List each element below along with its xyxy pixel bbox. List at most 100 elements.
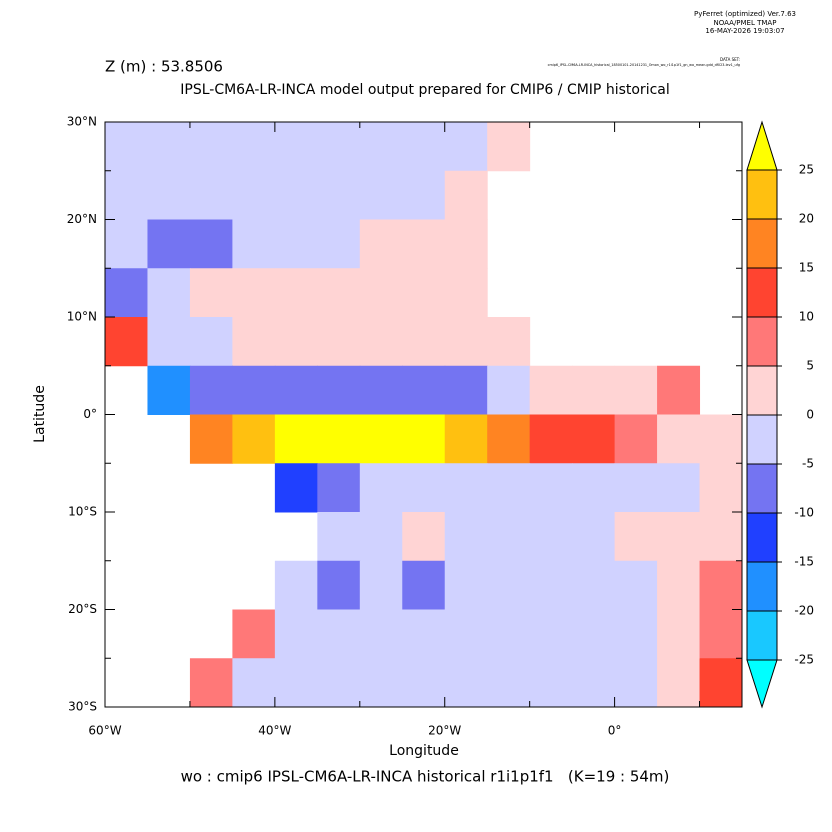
grid-cell — [487, 414, 531, 464]
colorbar-segment — [746, 463, 778, 514]
grid-cell — [359, 658, 403, 708]
grid-cell — [572, 414, 616, 464]
grid-cell — [614, 463, 658, 513]
grid-cell — [274, 219, 318, 269]
grid-cell — [105, 170, 148, 220]
grid-cell — [657, 512, 701, 562]
colorbar-label: -10 — [794, 506, 814, 520]
chart-title: Z (m) : 53.8506 — [105, 58, 223, 76]
grid-cell — [147, 122, 191, 172]
grid-cell — [359, 268, 403, 318]
dataset: cmip6_IPSL-CM6A-LR-INCA_historical_18500… — [548, 63, 740, 67]
colorbar-segment — [746, 414, 778, 465]
grid-cell — [317, 609, 361, 659]
grid-cell — [147, 317, 191, 367]
grid-cell — [614, 560, 658, 610]
grid-cell — [402, 414, 446, 464]
grid-cell — [317, 268, 361, 318]
colorbar-label: -15 — [794, 555, 814, 569]
grid-cell — [529, 658, 573, 708]
grid-cell — [402, 122, 446, 172]
grid-cell — [529, 463, 573, 513]
grid-cell — [699, 658, 743, 708]
grid-cell — [402, 268, 446, 318]
grid-cell — [317, 365, 361, 415]
y-axis-label: Latitude — [32, 385, 48, 443]
grid-cell — [317, 317, 361, 367]
colorbar-segment — [746, 365, 778, 416]
grid-cell — [487, 317, 531, 367]
grid-cell — [359, 122, 403, 172]
grid-cell — [699, 414, 743, 464]
grid-cell — [317, 414, 361, 464]
grid-cell — [444, 463, 488, 513]
grid-cell — [657, 609, 701, 659]
grid-cell — [359, 170, 403, 220]
grid-cell — [232, 268, 276, 318]
grid-cell — [317, 658, 361, 708]
grid-cell — [444, 365, 488, 415]
colorbar-label: 15 — [799, 261, 814, 275]
colorbar-segment — [746, 561, 778, 612]
grid-cell — [359, 463, 403, 513]
grid-cell — [359, 512, 403, 562]
grid-cell — [402, 463, 446, 513]
grid-cell — [105, 122, 148, 172]
colorbar-label: 25 — [799, 163, 814, 177]
grid-cell — [189, 317, 233, 367]
grid-cell — [359, 219, 403, 269]
colorbar-label: 10 — [799, 310, 814, 324]
grid-cell — [572, 463, 616, 513]
colorbar-segment — [746, 169, 778, 220]
colorbar-arrow — [746, 120, 778, 171]
grid-cell — [572, 658, 616, 708]
colorbar-label: 20 — [799, 212, 814, 226]
grid-cell — [274, 658, 318, 708]
grid-cell — [232, 658, 276, 708]
grid-cell — [529, 512, 573, 562]
x-tick-label: 60°W — [88, 724, 121, 738]
grid-cell — [189, 268, 233, 318]
colorbar-label: 0 — [806, 408, 814, 422]
y-tick-label: 20°N — [67, 212, 97, 226]
grid-cell — [274, 414, 318, 464]
dataset-label: DATA SET: — [720, 57, 740, 62]
grid-cell — [699, 512, 743, 562]
grid-cell — [614, 512, 658, 562]
grid-cell — [359, 609, 403, 659]
grid-cell — [487, 560, 531, 610]
grid-cell — [232, 317, 276, 367]
grid-cell — [274, 122, 318, 172]
grid-cell — [529, 560, 573, 610]
x-axis-label: Longitude — [389, 743, 459, 759]
grid-cell — [317, 512, 361, 562]
grid-cell — [189, 170, 233, 220]
grid-cell — [487, 512, 531, 562]
grid-cell — [232, 122, 276, 172]
grid-cell — [317, 122, 361, 172]
grid-cell — [529, 365, 573, 415]
grid-cell — [402, 609, 446, 659]
footer: wo : cmip6 IPSL-CM6A-LR-INCA historical … — [181, 768, 670, 786]
grid-cell — [359, 560, 403, 610]
grid-cell — [232, 170, 276, 220]
grid-cell — [402, 317, 446, 367]
grid-cell — [189, 122, 233, 172]
colorbar-label: -20 — [794, 604, 814, 618]
header-line: 16-MAY-2026 19:03:07 — [705, 27, 784, 35]
grid-cell — [359, 365, 403, 415]
grid-cell — [657, 560, 701, 610]
grid-cell — [402, 658, 446, 708]
grid-cell — [189, 414, 233, 464]
y-tick-label: 10°S — [68, 505, 97, 519]
grid-cell — [657, 463, 701, 513]
grid-cell — [657, 414, 701, 464]
chart-subtitle: IPSL-CM6A-LR-INCA model output prepared … — [180, 82, 670, 98]
grid-cell — [614, 365, 658, 415]
colorbar-segment — [746, 316, 778, 367]
y-tick-label: 30°S — [68, 700, 97, 714]
grid-cell — [444, 170, 488, 220]
grid-cell — [657, 658, 701, 708]
grid-cell — [487, 463, 531, 513]
grid-cell — [317, 170, 361, 220]
